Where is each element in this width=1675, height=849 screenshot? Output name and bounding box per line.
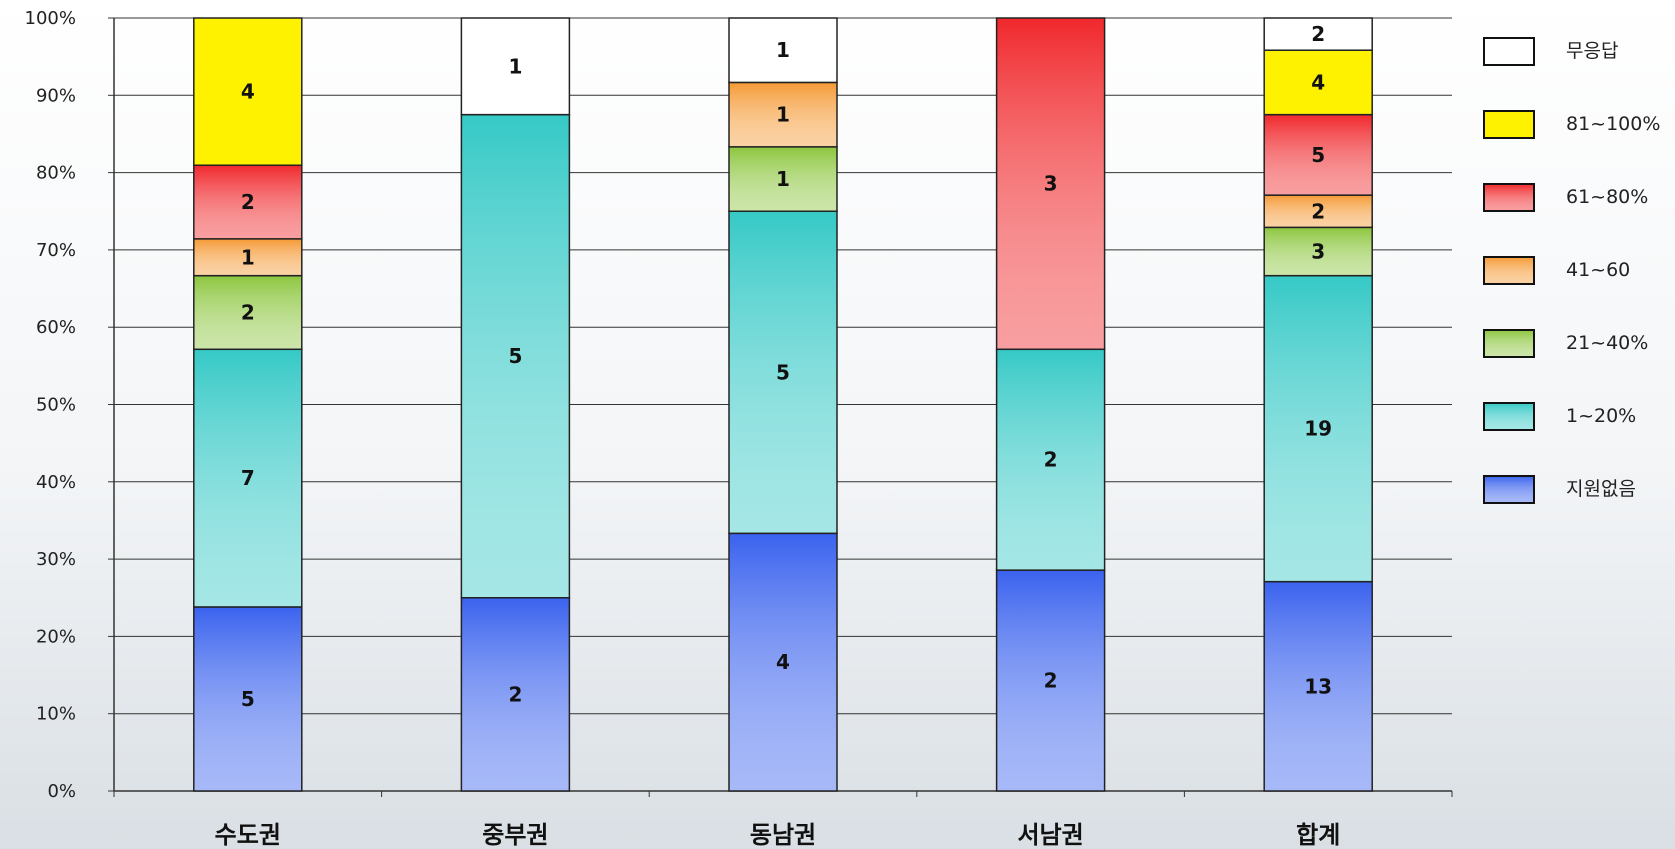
legend-swatch-1-20 xyxy=(1483,402,1535,431)
bar-segment-지원없음 xyxy=(995,569,1106,792)
legend-swatch-61-80 xyxy=(1483,183,1535,212)
bar-segment-81-100 xyxy=(1263,49,1373,116)
bar-segment-61-80 xyxy=(1263,113,1373,196)
bar-segment-41-60 xyxy=(193,238,303,277)
bars: 5 7 2 1 2 4 2 5 1 4 5 1 1 1 2 2 3 13 19 3 2 5 4 2 xyxy=(193,17,1373,792)
bar-segment-지원없음 xyxy=(1263,580,1373,792)
data-label: 2 xyxy=(241,300,255,324)
data-label: 5 xyxy=(1311,143,1325,167)
data-label: 1 xyxy=(776,38,790,62)
y-tick-label: 20% xyxy=(36,626,76,647)
bar-segment-무응답 xyxy=(460,17,571,116)
data-label: 7 xyxy=(241,466,255,490)
legend-swatch-지원없음 xyxy=(1483,475,1535,504)
bar-segment-지원없음 xyxy=(728,532,838,792)
bar-segment-지원없음 xyxy=(460,597,571,792)
x-axis: 수도권 중부권 동남권 서남권 합계 xyxy=(113,791,1453,849)
data-label: 4 xyxy=(241,80,255,104)
data-label: 1 xyxy=(776,103,790,127)
y-tick-label: 40% xyxy=(36,472,76,493)
legend-swatch-81-100 xyxy=(1483,110,1535,139)
data-label: 2 xyxy=(1044,448,1058,472)
data-label: 13 xyxy=(1304,674,1332,698)
data-label: 1 xyxy=(776,167,790,191)
bar-segment-무응답 xyxy=(728,17,838,84)
y-tick-label: 0% xyxy=(47,781,76,802)
bar-segment-1-20 xyxy=(460,113,571,599)
bar-segment-21-40 xyxy=(1263,226,1373,277)
y-tick-label: 90% xyxy=(36,85,76,106)
legend-label: 61~80% xyxy=(1566,186,1648,208)
y-tick-label: 100% xyxy=(25,8,76,29)
legend-label: 지원없음 xyxy=(1566,478,1636,500)
y-tick-label: 50% xyxy=(36,395,76,416)
legend-swatch-무응답 xyxy=(1483,37,1535,66)
x-tick-label: 서남권 xyxy=(1017,821,1083,849)
bar-segment-지원없음 xyxy=(193,606,303,792)
legend-label: 81~100% xyxy=(1566,113,1660,135)
bar-segment-41-60 xyxy=(1263,194,1373,229)
y-tick-label: 70% xyxy=(36,240,76,261)
bar-segment-81-100 xyxy=(193,17,303,166)
legend-swatch-21-40 xyxy=(1483,329,1535,358)
data-label: 3 xyxy=(1311,240,1325,264)
data-label: 5 xyxy=(241,687,255,711)
bar-segment-41-60 xyxy=(728,81,838,148)
data-label: 1 xyxy=(508,54,522,78)
y-tick-label: 60% xyxy=(36,317,76,338)
bar-segment-무응답 xyxy=(1263,17,1373,51)
y-tick-label: 10% xyxy=(36,704,76,725)
y-tick-label: 30% xyxy=(36,549,76,570)
x-tick-label: 합계 xyxy=(1296,821,1340,849)
bar-segment-61-80 xyxy=(995,17,1106,351)
legend-swatch-41-60 xyxy=(1483,256,1535,285)
data-label: 2 xyxy=(1044,669,1058,693)
data-label: 4 xyxy=(776,650,790,674)
y-tick-label: 80% xyxy=(36,163,76,184)
data-label: 1 xyxy=(241,245,255,269)
legend-label: 무응답 xyxy=(1566,40,1618,62)
bar-segment-21-40 xyxy=(728,146,838,212)
data-label: 2 xyxy=(508,682,522,706)
data-label: 2 xyxy=(1311,22,1325,46)
legend-label: 21~40% xyxy=(1566,332,1648,354)
bar-segment-21-40 xyxy=(193,274,303,351)
data-label: 2 xyxy=(241,190,255,214)
x-tick-label: 수도권 xyxy=(215,821,281,849)
data-label: 19 xyxy=(1304,417,1332,441)
bar-segment-1-20 xyxy=(728,210,838,535)
y-axis: 0% 10% 20% 30% 40% 50% 60% 70% 80% 90% 100% xyxy=(25,8,115,802)
legend-label: 41~60 xyxy=(1566,259,1630,281)
x-tick-label: 중부권 xyxy=(482,821,548,849)
x-tick-label: 동남권 xyxy=(750,821,816,849)
bar-segment-61-80 xyxy=(193,164,303,240)
legend-label: 1~20% xyxy=(1566,405,1636,427)
data-label: 4 xyxy=(1311,70,1325,94)
legend: 무응답 81~100% 61~80% 41~60 21~40% 1~20% 지원없음 xyxy=(1483,37,1660,504)
data-label: 5 xyxy=(776,360,790,384)
data-label: 2 xyxy=(1311,199,1325,223)
bar-segment-1-20 xyxy=(1263,274,1373,583)
data-label: 5 xyxy=(508,344,522,368)
data-label: 3 xyxy=(1044,172,1058,196)
